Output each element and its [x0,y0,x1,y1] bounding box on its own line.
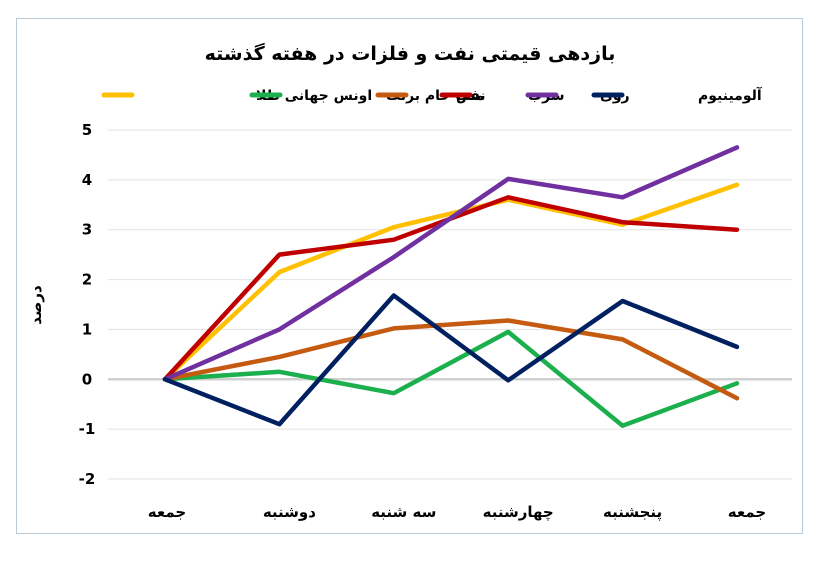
legend-label: اونس جهانی طلا [256,88,372,104]
x-tick-label: پنجشنبه [603,503,662,522]
x-tick-label: دوشنبه [263,503,316,521]
y-axis-label: درصد [27,285,45,325]
series-line-2 [162,318,740,401]
y-axis-ticks: 5 4 3 2 1 0 -1 -2 [79,121,96,488]
y-tick-label: 5 [82,121,92,139]
x-tick-label: جمعه [148,503,186,521]
y-tick-label: 3 [82,221,92,239]
y-tick-label: -1 [79,420,96,438]
series-line-5 [162,293,740,427]
legend-entry: آلومینیوم [591,86,763,104]
y-tick-label: 0 [82,370,92,388]
y-tick-label: 1 [82,320,92,338]
y-tick-label: -2 [79,470,96,488]
series-line-4 [162,145,740,382]
x-tick-label: سه شنبه [371,503,436,521]
legend-label: آلومینیوم [698,86,763,104]
x-tick-label: چهارشنبه [483,503,554,522]
x-axis-ticks: جمعه دوشنبه سه شنبه چهارشنبه پنجشنبه جمعه [148,503,766,522]
legend-entry: نفت خام برنت [249,88,486,104]
chart-title: بازدهی قیمتی نفت و فلزات در هفته گذشته [205,42,616,65]
legend-label: نفت خام برنت [386,88,486,104]
series-line-1 [162,329,740,428]
series-line-0 [162,182,740,382]
chart-frame [16,18,803,534]
y-tick-label: 2 [82,271,92,289]
x-tick-label: جمعه [728,503,766,521]
y-tick-label: 4 [82,171,92,189]
legend-entry: اونس جهانی طلا [101,88,372,104]
gridlines [108,129,792,480]
series-lines [162,145,740,428]
